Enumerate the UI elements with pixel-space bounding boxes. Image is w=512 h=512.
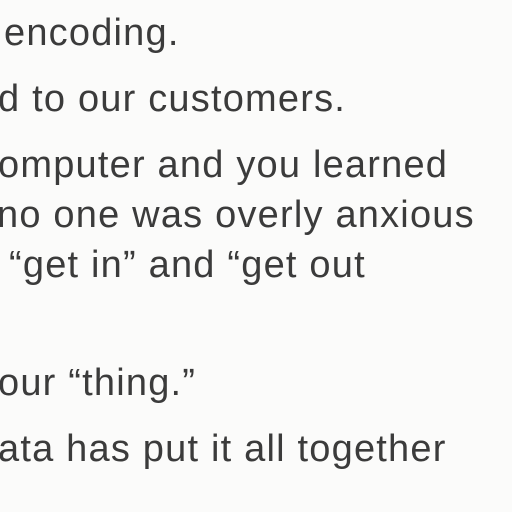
- text-line-1: encoding.: [4, 12, 180, 54]
- text-line-5: “get in” and “get out: [9, 244, 366, 286]
- text-line-6: our “thing.”: [0, 362, 197, 404]
- text-line-2: d to our customers.: [0, 78, 347, 120]
- text-line-7: ata has put it all together: [0, 428, 447, 470]
- cropped-top-line-remnant: [0, 0, 512, 4]
- text-line-3: omputer and you learned: [0, 144, 449, 186]
- text-line-4: no one was overly anxious: [0, 194, 475, 236]
